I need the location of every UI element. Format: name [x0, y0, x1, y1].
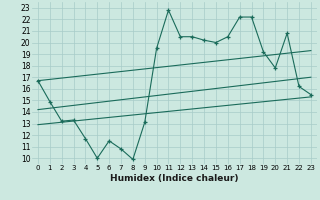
X-axis label: Humidex (Indice chaleur): Humidex (Indice chaleur): [110, 174, 239, 183]
